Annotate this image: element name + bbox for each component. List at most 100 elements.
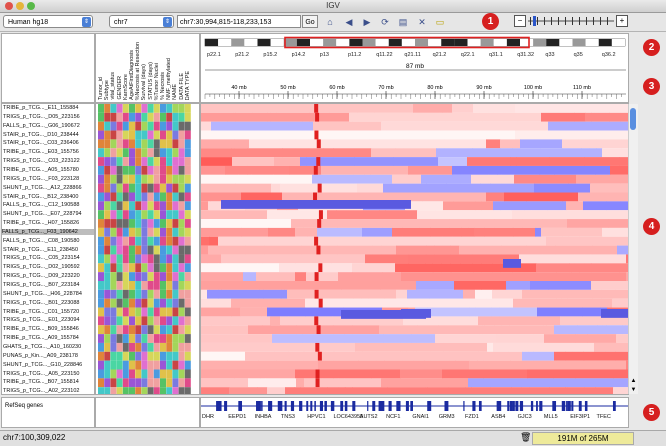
- heatmap-segment[interactable]: [360, 192, 388, 202]
- heatmap-segment[interactable]: [540, 174, 577, 184]
- heatmap-segment[interactable]: [449, 219, 469, 228]
- heatmap-segment[interactable]: [313, 281, 342, 290]
- attribute-cell[interactable]: [160, 245, 166, 255]
- attribute-cell[interactable]: [153, 334, 160, 343]
- heatmap-segment[interactable]: [201, 130, 219, 140]
- attribute-cell[interactable]: [147, 245, 154, 255]
- attribute-cell[interactable]: [98, 378, 104, 388]
- heatmap-segment[interactable]: [296, 192, 329, 202]
- attribute-cell[interactable]: [147, 165, 154, 175]
- heatmap-segment[interactable]: [257, 263, 280, 273]
- current-view-region[interactable]: [284, 36, 530, 49]
- heatmap-segment[interactable]: [522, 289, 562, 299]
- heatmap-segment[interactable]: [285, 387, 295, 395]
- attribute-cell[interactable]: [104, 325, 111, 335]
- attribute-cell[interactable]: [160, 227, 166, 237]
- feature-track-name-panel[interactable]: RefSeq genes: [1, 397, 95, 428]
- heatmap-segment[interactable]: [434, 245, 451, 255]
- attribute-cell[interactable]: [116, 236, 123, 246]
- attribute-cell[interactable]: [110, 130, 117, 140]
- attribute-cell[interactable]: [178, 165, 185, 175]
- heatmap-segment[interactable]: [512, 148, 541, 158]
- heatmap-segment[interactable]: [201, 210, 246, 220]
- attribute-cell[interactable]: [129, 281, 135, 290]
- heatmap-segment[interactable]: [560, 316, 603, 326]
- heatmap-segment[interactable]: [267, 112, 310, 122]
- heatmap-segment[interactable]: [595, 387, 614, 395]
- attribute-cell[interactable]: [104, 298, 111, 308]
- attribute-cell[interactable]: [98, 254, 104, 264]
- heatmap-segment[interactable]: [478, 316, 485, 326]
- attribute-cell[interactable]: [129, 342, 135, 352]
- attribute-cell[interactable]: [147, 281, 154, 290]
- heatmap-segment[interactable]: [503, 112, 542, 122]
- heatmap-segment[interactable]: [395, 263, 433, 273]
- zoom-out-icon[interactable]: −: [514, 15, 526, 27]
- attribute-cell[interactable]: [141, 334, 148, 343]
- close-window-button[interactable]: [5, 2, 13, 10]
- gene-feature[interactable]: [428, 401, 430, 411]
- heatmap-segment[interactable]: [595, 165, 611, 175]
- attribute-cell[interactable]: [129, 307, 135, 317]
- heatmap-segment[interactable]: [424, 130, 441, 140]
- heatmap-segment[interactable]: [504, 192, 527, 202]
- heatmap-segment[interactable]: [562, 192, 579, 202]
- heatmap-segment[interactable]: [211, 121, 228, 131]
- attribute-cell[interactable]: [98, 369, 104, 379]
- heatmap-segment[interactable]: [313, 121, 353, 131]
- heatmap-segment[interactable]: [494, 219, 513, 228]
- attribute-cell[interactable]: [147, 272, 154, 281]
- heatmap-segment[interactable]: [295, 272, 307, 281]
- heatmap-segment[interactable]: [309, 112, 350, 122]
- attribute-cell[interactable]: [166, 192, 173, 202]
- attribute-cell[interactable]: [166, 245, 173, 255]
- attribute-cell[interactable]: [153, 112, 160, 122]
- attribute-cell[interactable]: [116, 369, 123, 379]
- heatmap-segment[interactable]: [445, 121, 483, 131]
- heatmap-segment[interactable]: [288, 316, 333, 326]
- scrollbar-thumb[interactable]: [630, 108, 636, 130]
- heatmap-segment[interactable]: [477, 210, 513, 220]
- heatmap-segment[interactable]: [591, 281, 616, 290]
- heatmap-segment[interactable]: [279, 139, 296, 149]
- heatmap-segment[interactable]: [529, 378, 568, 388]
- attribute-cell[interactable]: [153, 139, 160, 149]
- attribute-cell[interactable]: [147, 219, 154, 228]
- attribute-cell[interactable]: [104, 210, 111, 220]
- heatmap-segment[interactable]: [583, 351, 616, 361]
- attribute-cell[interactable]: [166, 316, 173, 326]
- heatmap-segment[interactable]: [514, 174, 541, 184]
- attribute-cell[interactable]: [153, 325, 160, 335]
- attribute-header[interactable]: STATUS (days): [147, 62, 154, 100]
- heatmap-segment[interactable]: [233, 104, 253, 113]
- sample-name[interactable]: FALLS_p_TCG..._C12_190588: [3, 202, 80, 209]
- heatmap-segment[interactable]: [442, 369, 484, 379]
- gene-feature[interactable]: [496, 401, 500, 411]
- attribute-cell[interactable]: [184, 342, 191, 352]
- attribute-cell[interactable]: [166, 157, 173, 166]
- attribute-cell[interactable]: [110, 272, 117, 281]
- sample-name[interactable]: TRIGS_p_TCG..._E01_223094: [3, 317, 80, 324]
- amplification-mark[interactable]: [318, 210, 323, 220]
- heatmap-segment[interactable]: [355, 342, 363, 352]
- heatmap-segment[interactable]: [353, 289, 362, 299]
- attribute-cell[interactable]: [178, 121, 185, 131]
- heatmap-segment[interactable]: [354, 157, 394, 166]
- heatmap-segment[interactable]: [535, 227, 542, 237]
- amplification-mark[interactable]: [316, 157, 321, 166]
- home-icon[interactable]: ⌂: [327, 17, 333, 27]
- heatmap-segment[interactable]: [592, 245, 618, 255]
- attribute-cell[interactable]: [166, 351, 173, 361]
- attribute-cell[interactable]: [116, 192, 123, 202]
- attribute-cell[interactable]: [166, 236, 173, 246]
- attribute-cell[interactable]: [184, 183, 191, 193]
- attribute-cell[interactable]: [110, 174, 117, 184]
- ideogram-band[interactable]: [296, 39, 310, 46]
- attribute-cell[interactable]: [129, 378, 135, 388]
- heatmap-segment[interactable]: [475, 307, 492, 317]
- heatmap-segment[interactable]: [417, 325, 439, 335]
- heatmap-segment[interactable]: [245, 210, 268, 220]
- heatmap-segment[interactable]: [530, 281, 549, 290]
- amplification-mark[interactable]: [317, 219, 322, 228]
- attribute-cell[interactable]: [160, 219, 166, 228]
